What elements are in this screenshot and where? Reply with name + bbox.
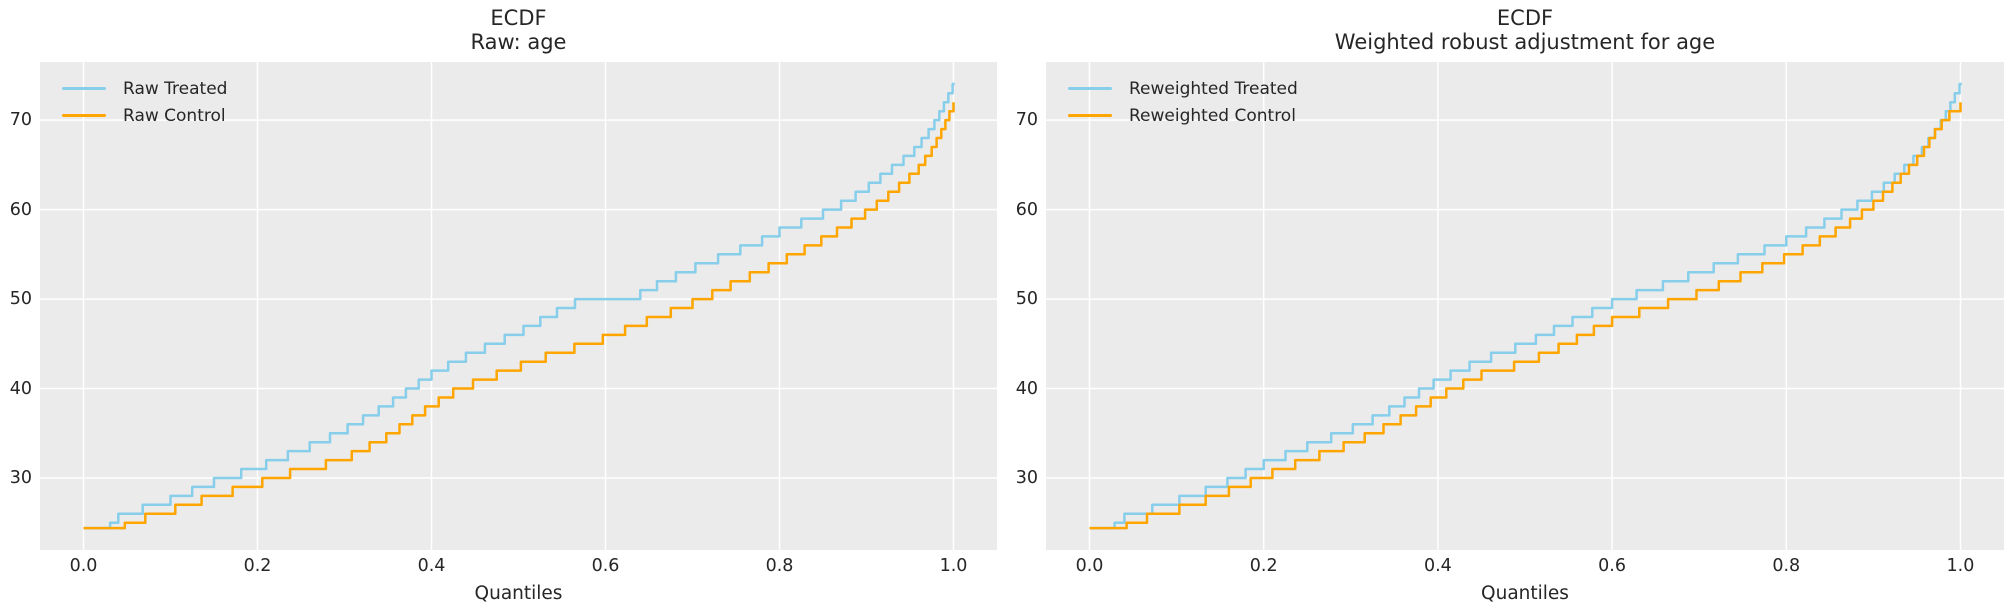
- y-tick-label: 70: [9, 110, 32, 131]
- legend-item-raw-treated: Raw Treated: [62, 75, 227, 102]
- legend-label: Reweighted Treated: [1129, 78, 1298, 99]
- y-tick-label: 60: [1015, 199, 1038, 220]
- treated-series-line: [1089, 82, 1962, 530]
- x-tick-label: 0.2: [243, 556, 272, 576]
- raw-legend: Raw Treated Raw Control: [62, 75, 227, 129]
- weighted-legend: Reweighted Treated Reweighted Control: [1068, 75, 1298, 129]
- reweighted-control-line-swatch: [1068, 114, 1112, 117]
- raw-x-axis-label: Quantiles: [474, 583, 563, 604]
- y-tick-label: 30: [9, 467, 32, 488]
- y-tick-label: 40: [1015, 378, 1038, 399]
- y-tick-label: 70: [1015, 110, 1038, 131]
- legend-label: Reweighted Control: [1129, 105, 1296, 126]
- legend-item-reweighted-treated: Reweighted Treated: [1068, 75, 1298, 102]
- weighted-plot-area: [1046, 62, 2004, 550]
- legend-label: Raw Treated: [123, 78, 228, 99]
- raw-subtitle-line: Raw: age: [470, 30, 567, 54]
- y-tick-label: 50: [9, 289, 32, 310]
- y-tick-label: 30: [1015, 467, 1038, 488]
- plot-background: [1046, 62, 2004, 550]
- legend-item-raw-control: Raw Control: [62, 102, 227, 129]
- x-tick-label: 0.4: [417, 556, 446, 576]
- control-series-line: [83, 102, 955, 530]
- raw-plot-area: [40, 62, 997, 550]
- legend-item-reweighted-control: Reweighted Control: [1068, 102, 1298, 129]
- y-tick-label: 50: [1015, 289, 1038, 310]
- x-tick-label: 1.0: [1946, 556, 1975, 576]
- reweighted-treated-line-swatch: [1068, 87, 1112, 90]
- x-tick-label: 0.8: [765, 556, 794, 576]
- x-tick-label: 0.8: [1772, 556, 1801, 576]
- x-tick-label: 1.0: [939, 556, 968, 576]
- x-tick-label: 0.2: [1249, 556, 1278, 576]
- y-tick-label: 40: [9, 378, 32, 399]
- weighted-x-axis-label: Quantiles: [1481, 583, 1569, 604]
- weighted-chart-title: ECDF Weighted robust adjustment for age: [1335, 6, 1715, 54]
- raw-title-line: ECDF: [490, 6, 547, 30]
- y-tick-label: 60: [9, 199, 32, 220]
- raw-control-line-swatch: [62, 114, 106, 117]
- x-tick-label: 0.6: [1598, 556, 1626, 576]
- x-tick-label: 0.6: [591, 556, 620, 576]
- plot-background: [40, 62, 997, 550]
- x-tick-label: 0.0: [69, 556, 98, 576]
- legend-label: Raw Control: [123, 105, 226, 126]
- weighted-title-line: ECDF: [1496, 6, 1554, 30]
- treated-series-line: [83, 82, 955, 530]
- x-tick-label: 0.4: [1423, 556, 1452, 576]
- raw-treated-line-swatch: [62, 87, 106, 90]
- weighted-subtitle-line: Weighted robust adjustment for age: [1334, 30, 1716, 54]
- raw-chart-title: ECDF Raw: age: [471, 6, 567, 54]
- x-tick-label: 0.0: [1075, 556, 1104, 576]
- control-series-line: [1089, 102, 1962, 530]
